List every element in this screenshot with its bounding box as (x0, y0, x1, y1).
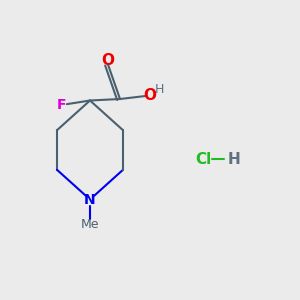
Text: Me: Me (81, 218, 99, 232)
Text: H: H (227, 152, 240, 166)
Text: O: O (143, 88, 157, 104)
Text: Cl: Cl (195, 152, 211, 166)
Text: H: H (155, 83, 165, 96)
Text: O: O (101, 53, 115, 68)
Text: F: F (57, 98, 66, 112)
Text: N: N (84, 193, 96, 206)
